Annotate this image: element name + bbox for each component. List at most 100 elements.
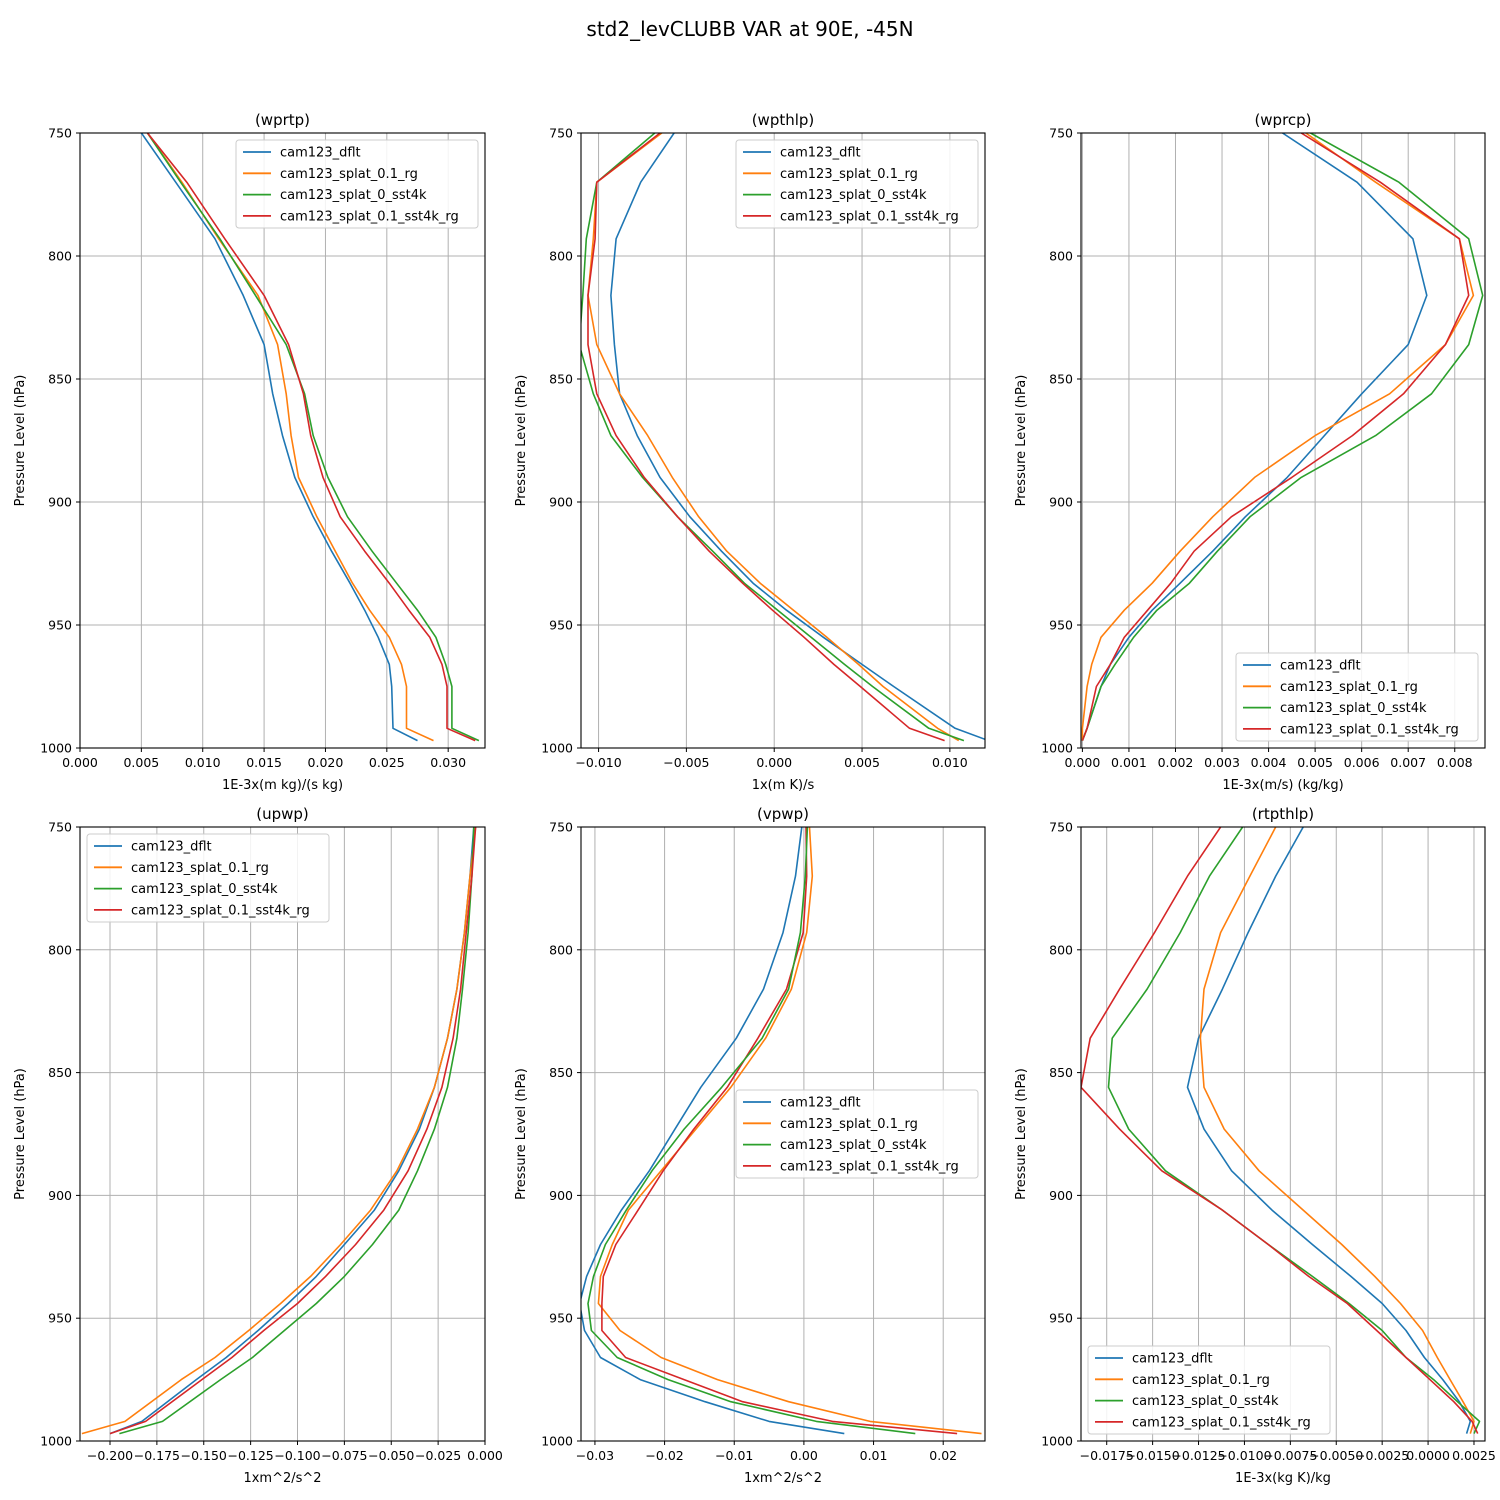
- x-tick-label: −0.0175: [1080, 1448, 1134, 1463]
- y-tick-label: 900: [1049, 1188, 1073, 1203]
- panel-title: (wprtp): [255, 111, 310, 129]
- y-tick-label: 1000: [541, 741, 573, 756]
- y-tick-label: 750: [549, 820, 573, 835]
- y-axis-label: Pressure Level (hPa): [13, 1068, 28, 1200]
- panel-title: (wpthlp): [752, 111, 815, 129]
- y-tick-label: 750: [1049, 820, 1073, 835]
- series-line-cam123_splat_0.1_sst4k_rg: [587, 133, 945, 742]
- legend-label: cam123_dflt: [280, 146, 361, 161]
- x-tick-label: −0.0075: [1263, 1448, 1317, 1463]
- series-line-cam123_dflt: [1186, 827, 1472, 1434]
- series-line-cam123_splat_0.1_rg: [81, 827, 477, 1435]
- x-tick-label: −0.0050: [1309, 1448, 1363, 1463]
- legend-label: cam123_splat_0_sst4k: [280, 188, 427, 203]
- legend-label: cam123_splat_0_sst4k: [780, 1138, 927, 1153]
- series-line-cam123_dflt: [140, 133, 418, 742]
- series-line-cam123_splat_0_sst4k: [146, 133, 480, 742]
- y-axis-label: Pressure Level (hPa): [1014, 1068, 1029, 1200]
- y-tick-label: 950: [1049, 1311, 1073, 1326]
- legend-label: cam123_splat_0.1_rg: [131, 861, 269, 876]
- x-tick-label: 0.004: [1251, 755, 1287, 770]
- y-tick-label: 950: [48, 618, 72, 633]
- series-line-cam123_splat_0.1_rg: [597, 827, 982, 1435]
- series-line-cam123_splat_0.1_sst4k_rg: [1081, 827, 1479, 1434]
- series-line-cam123_dflt: [1081, 133, 1428, 741]
- x-tick-label: 0.000: [62, 755, 98, 770]
- axes-frame: [580, 132, 986, 749]
- axes-frame: [1080, 826, 1486, 1442]
- y-tick-label: 900: [48, 495, 72, 510]
- legend-label: cam123_splat_0_sst4k: [780, 188, 927, 203]
- x-tick-label: −0.0025: [1355, 1448, 1409, 1463]
- y-tick-label: 850: [549, 1065, 573, 1080]
- x-tick-label: 0.008: [1437, 755, 1473, 770]
- x-tick-label: 0.005: [1297, 755, 1333, 770]
- x-tick-label: −0.01: [715, 1448, 753, 1463]
- y-axis-label: Pressure Level (hPa): [514, 1068, 529, 1200]
- y-tick-label: 850: [1049, 372, 1073, 387]
- series-line-cam123_splat_0_sst4k: [1081, 133, 1484, 741]
- y-tick-label: 950: [1049, 618, 1073, 633]
- x-axis-label: 1xm^2/s^2: [744, 1471, 822, 1486]
- figure-title: std2_levCLUBB VAR at 90E, -45N: [586, 17, 913, 41]
- legend-label: cam123_splat_0.1_rg: [280, 167, 418, 182]
- y-tick-label: 850: [549, 372, 573, 387]
- x-axis-label: 1xm^2/s^2: [243, 1471, 321, 1486]
- legend-label: cam123_splat_0.1_rg: [1280, 680, 1418, 695]
- y-tick-label: 1000: [1041, 1434, 1073, 1449]
- x-tick-label: 0.010: [932, 755, 968, 770]
- panel-wprcp: 0.000 0.001 0.002 0.003 0.004 0.005 0.006 0.007…: [1014, 111, 1486, 793]
- legend: cam123_dflt cam123_splat_0.1_rg cam123_spl…: [235, 139, 479, 229]
- x-tick-label: −0.0100: [1217, 1448, 1271, 1463]
- legend-label: cam123_splat_0.1_sst4k_rg: [280, 209, 459, 224]
- axes-frame: [79, 132, 486, 749]
- legend: cam123_dflt cam123_splat_0.1_rg cam123_spl…: [86, 833, 330, 923]
- legend: cam123_dflt cam123_splat_0.1_rg cam123_spl…: [1087, 1345, 1331, 1435]
- series-line-cam123_splat_0_sst4k: [1107, 827, 1481, 1434]
- x-tick-label: 0.030: [430, 755, 466, 770]
- legend-label: cam123_splat_0_sst4k: [1132, 1394, 1279, 1409]
- x-tick-label: 0.005: [123, 755, 159, 770]
- legend-label: cam123_dflt: [131, 840, 212, 855]
- series-line-cam123_splat_0.1_rg: [1199, 827, 1475, 1434]
- y-axis-label: Pressure Level (hPa): [514, 375, 529, 507]
- x-tick-label: 0.020: [308, 755, 344, 770]
- y-tick-label: 850: [1049, 1065, 1073, 1080]
- x-tick-label: −0.050: [368, 1448, 414, 1463]
- legend-label: cam123_splat_0.1_sst4k_rg: [1280, 722, 1459, 737]
- x-tick-label: 0.010: [185, 755, 221, 770]
- y-tick-label: 1000: [40, 1434, 72, 1449]
- legend-label: cam123_dflt: [780, 1096, 861, 1111]
- panel-title: (vpwp): [757, 805, 809, 823]
- series-line-cam123_dflt: [581, 827, 845, 1435]
- x-tick-label: −0.005: [663, 755, 709, 770]
- y-tick-label: 1000: [1041, 741, 1073, 756]
- series-line-cam123_splat_0.1_rg: [1081, 133, 1475, 741]
- y-tick-label: 1000: [541, 1434, 573, 1449]
- x-tick-label: 0.000: [467, 1448, 503, 1463]
- series-line-cam123_splat_0.1_sst4k_rg: [109, 827, 477, 1435]
- series-line-cam123_splat_0_sst4k: [119, 827, 475, 1435]
- y-tick-label: 900: [549, 1188, 573, 1203]
- y-tick-label: 950: [549, 618, 573, 633]
- x-tick-label: −0.010: [575, 755, 621, 770]
- y-axis-label: Pressure Level (hPa): [1014, 375, 1029, 507]
- y-tick-label: 750: [1049, 126, 1073, 141]
- y-tick-label: 750: [48, 126, 72, 141]
- x-tick-label: 0.01: [860, 1448, 888, 1463]
- x-axis-label: 1E-3x(kg K)/kg: [1235, 1471, 1331, 1486]
- series-line-cam123_splat_0.1_sst4k_rg: [146, 133, 476, 742]
- legend-label: cam123_splat_0.1_sst4k_rg: [780, 209, 959, 224]
- series-group: [1081, 827, 1481, 1434]
- x-tick-label: −0.125: [227, 1448, 273, 1463]
- series-line-cam123_splat_0.1_sst4k_rg: [1081, 133, 1470, 741]
- axes-frame: [580, 826, 986, 1442]
- y-tick-label: 800: [549, 249, 573, 264]
- legend-label: cam123_dflt: [1132, 1352, 1213, 1367]
- legend-label: cam123_dflt: [1280, 659, 1361, 674]
- y-tick-label: 850: [48, 1065, 72, 1080]
- x-tick-label: 0.0025: [1452, 1448, 1496, 1463]
- panel-title: (rtpthlp): [1252, 805, 1314, 823]
- panel-wprtp: 0.000 0.005 0.010 0.015 0.020 0.025 0.030 750 80…: [13, 111, 486, 793]
